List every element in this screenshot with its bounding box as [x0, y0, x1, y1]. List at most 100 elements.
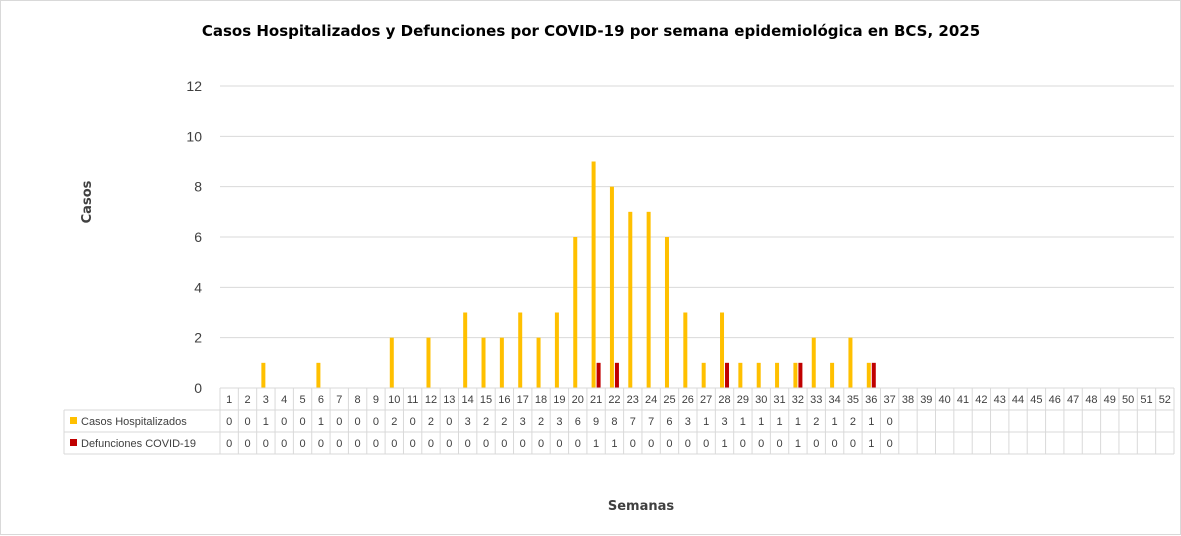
- bar: [481, 337, 486, 388]
- x-tick-label: 39: [920, 394, 932, 406]
- bar: [573, 237, 578, 388]
- x-tick-label: 6: [318, 394, 324, 406]
- bar: [536, 337, 541, 388]
- data-label: 8: [611, 416, 617, 428]
- data-label: 0: [685, 438, 691, 450]
- x-tick-label: 32: [792, 394, 804, 406]
- y-tick-label: 6: [194, 229, 202, 245]
- data-label: 0: [410, 416, 416, 428]
- data-label: 0: [355, 438, 361, 450]
- x-tick-label: 50: [1122, 394, 1134, 406]
- data-label: 2: [501, 416, 507, 428]
- legend-swatch: [70, 417, 77, 424]
- x-tick-label: 17: [517, 394, 529, 406]
- x-tick-label: 31: [773, 394, 785, 406]
- data-label: 0: [373, 416, 379, 428]
- data-label: 1: [776, 416, 782, 428]
- data-label: 2: [538, 416, 544, 428]
- x-tick-label: 28: [718, 394, 730, 406]
- bar: [614, 362, 619, 388]
- x-tick-label: 4: [281, 394, 287, 406]
- x-tick-label: 5: [299, 394, 305, 406]
- y-tick-label: 4: [194, 279, 202, 295]
- x-tick-label: 12: [425, 394, 437, 406]
- data-label: 0: [355, 416, 361, 428]
- data-label: 0: [887, 438, 893, 450]
- data-label: 1: [721, 438, 727, 450]
- data-label: 7: [648, 416, 654, 428]
- data-label: 0: [520, 438, 526, 450]
- x-tick-label: 16: [498, 394, 510, 406]
- x-tick-label: 10: [388, 394, 400, 406]
- data-label: 3: [556, 416, 562, 428]
- data-label: 2: [813, 416, 819, 428]
- data-label: 0: [538, 438, 544, 450]
- x-tick-label: 46: [1049, 394, 1061, 406]
- bar: [628, 211, 633, 388]
- x-tick-label: 23: [627, 394, 639, 406]
- x-tick-label: 21: [590, 394, 602, 406]
- bar: [683, 312, 688, 388]
- legend-label: Defunciones COVID-19: [81, 438, 196, 450]
- data-label: 0: [703, 438, 709, 450]
- data-label: 0: [446, 438, 452, 450]
- x-tick-label: 26: [682, 394, 694, 406]
- legend-swatch: [70, 439, 77, 446]
- data-label: 0: [299, 416, 305, 428]
- bar: [646, 211, 651, 388]
- bar: [830, 362, 835, 388]
- data-label: 2: [850, 416, 856, 428]
- data-label: 2: [391, 416, 397, 428]
- data-label: 0: [244, 438, 250, 450]
- data-label: 0: [887, 416, 893, 428]
- x-tick-label: 20: [572, 394, 584, 406]
- x-tick-label: 13: [443, 394, 455, 406]
- data-label: 0: [813, 438, 819, 450]
- data-label: 6: [666, 416, 672, 428]
- x-tick-label: 7: [336, 394, 342, 406]
- data-table: 1 2 3 4 5 6 7 8 9 10 11 12 13 14 15 16 17 18 19 20 21 22 23 24 2…: [63, 387, 1175, 455]
- x-tick-label: 27: [700, 394, 712, 406]
- x-tick-label: 29: [737, 394, 749, 406]
- data-label: 0: [648, 438, 654, 450]
- data-label: 0: [575, 438, 581, 450]
- bar: [701, 362, 706, 388]
- bar: [775, 362, 780, 388]
- data-label: 0: [556, 438, 562, 450]
- data-label: 1: [795, 438, 801, 450]
- x-tick-label: 34: [828, 394, 840, 406]
- data-label: 0: [373, 438, 379, 450]
- x-tick-label: 24: [645, 394, 657, 406]
- data-label: 0: [483, 438, 489, 450]
- data-label: 0: [666, 438, 672, 450]
- data-label: 7: [630, 416, 636, 428]
- data-label: 0: [226, 416, 232, 428]
- bar: [426, 337, 431, 388]
- data-label: 0: [410, 438, 416, 450]
- data-label: 6: [575, 416, 581, 428]
- data-label: 0: [850, 438, 856, 450]
- data-label: 0: [281, 416, 287, 428]
- x-tick-label: 52: [1159, 394, 1171, 406]
- x-tick-label: 45: [1030, 394, 1042, 406]
- y-tick-labels: 0 2 4 6 8 10 12: [186, 78, 202, 396]
- data-label: 1: [758, 416, 764, 428]
- bar: [798, 362, 803, 388]
- x-tick-label: 9: [373, 394, 379, 406]
- bar: [811, 337, 816, 388]
- chart-title: Casos Hospitalizados y Defunciones por C…: [202, 22, 980, 40]
- bar: [261, 362, 266, 388]
- data-label: 0: [336, 416, 342, 428]
- bars: [261, 161, 876, 388]
- data-label: 1: [832, 416, 838, 428]
- x-tick-label: 14: [462, 394, 474, 406]
- bar: [499, 337, 504, 388]
- y-tick-label: 2: [194, 330, 202, 346]
- x-tick-label: 48: [1085, 394, 1097, 406]
- data-label: 0: [244, 416, 250, 428]
- bar: [756, 362, 761, 388]
- data-label: 9: [593, 416, 599, 428]
- x-tick-label: 38: [902, 394, 914, 406]
- y-axis-title: Casos: [80, 180, 95, 223]
- x-tick-label: 1: [226, 394, 232, 406]
